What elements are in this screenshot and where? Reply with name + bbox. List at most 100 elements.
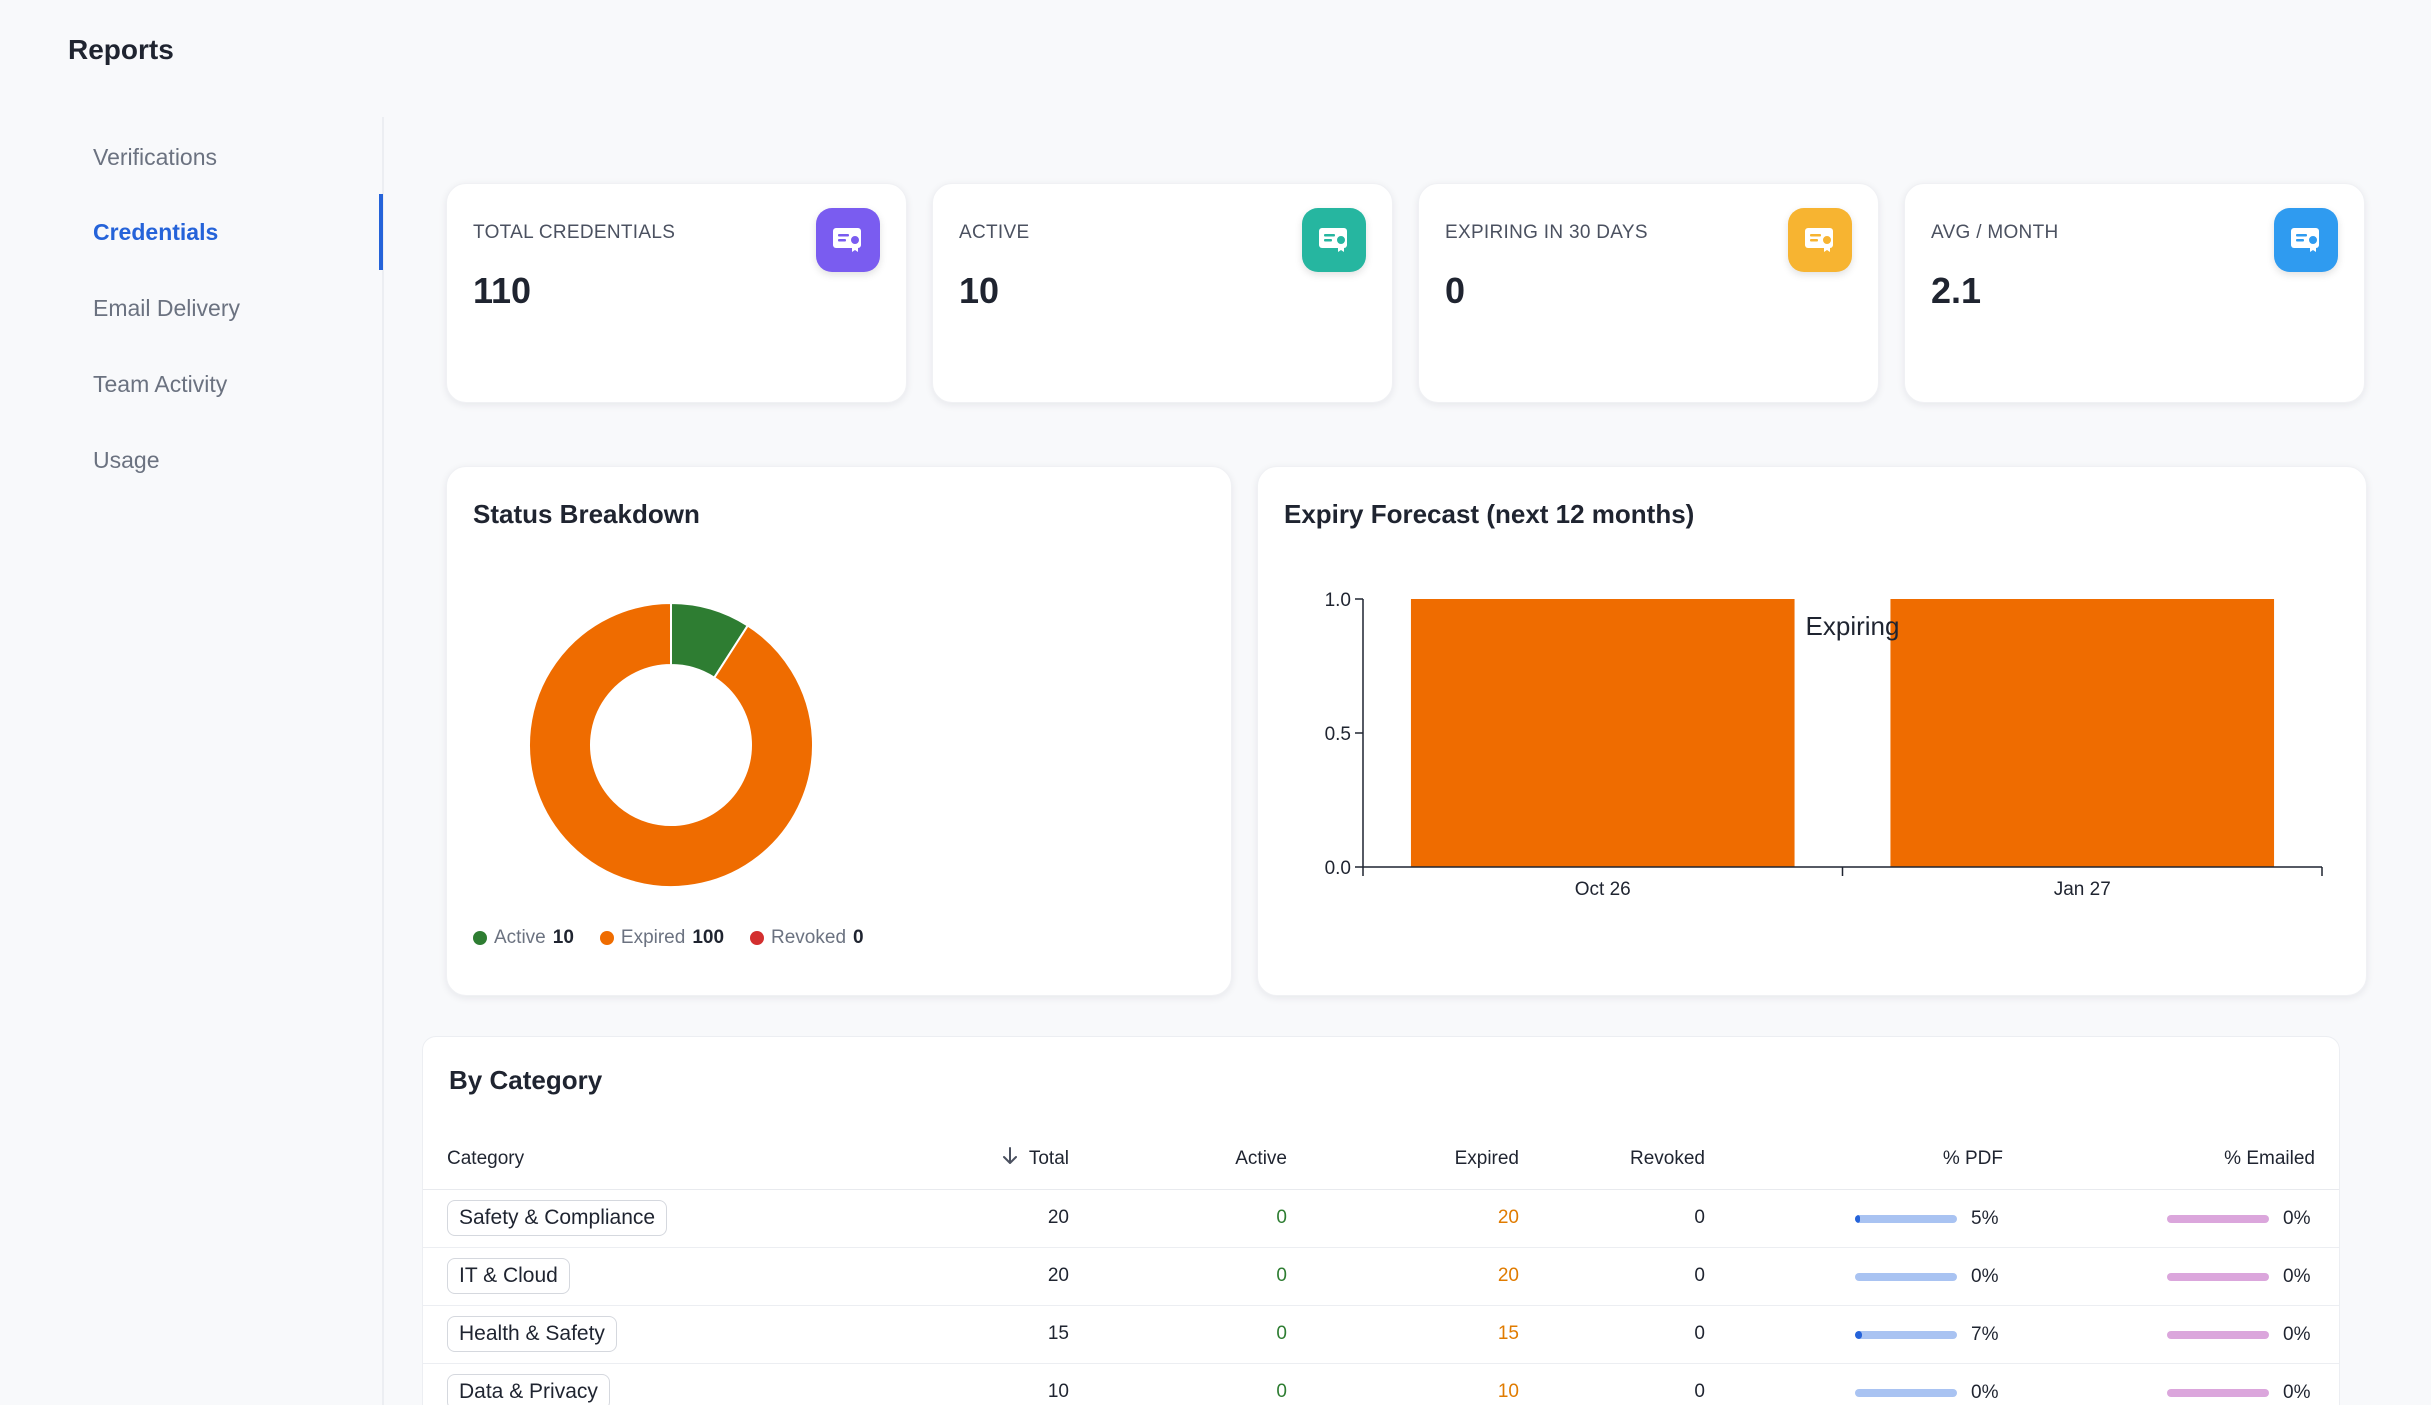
stat-card: AVG / MONTH 2.1: [1904, 183, 2365, 403]
pdf-percent: 7%: [1971, 1323, 1999, 1345]
col-emailed[interactable]: % Emailed: [2027, 1129, 2339, 1190]
legend-item-revoked: Revoked 0: [750, 927, 864, 949]
cell-active: 0: [1093, 1189, 1311, 1248]
pdf-percent: 5%: [1971, 1207, 1999, 1229]
stat-card: ACTIVE 10: [932, 183, 1393, 403]
expiry-forecast-card: Expiry Forecast (next 12 months) Oct 26 J…: [1257, 466, 2367, 996]
pdf-progress-bar: [1855, 1330, 1957, 1339]
sidebar-item-usage[interactable]: Usage: [93, 447, 160, 473]
cell-emailed: 0%: [2027, 1189, 2339, 1248]
certificate-icon: [1302, 208, 1366, 272]
col-pdf[interactable]: % PDF: [1729, 1129, 2027, 1190]
table-header-row: Category Total Active Expired Revoked % …: [423, 1129, 2339, 1190]
col-total-label: Total: [1028, 1147, 1069, 1169]
legend-dot-expired: [599, 931, 614, 945]
emailed-progress-bar: [2167, 1272, 2269, 1281]
cell-category: Data & Privacy: [423, 1363, 803, 1405]
legend-dot-revoked: [750, 931, 765, 945]
col-expired[interactable]: Expired: [1311, 1129, 1543, 1190]
category-tag[interactable]: Data & Privacy: [447, 1374, 610, 1405]
category-tag[interactable]: Safety & Compliance: [447, 1200, 668, 1236]
table-row[interactable]: Data & Privacy 10 0 10 0 0% 0%: [423, 1363, 2339, 1405]
table-row[interactable]: Safety & Compliance 20 0 20 0 5% 0%: [423, 1189, 2339, 1248]
sidebar-item-email-delivery[interactable]: Email Delivery: [93, 295, 240, 321]
legend-label: Expired: [620, 927, 686, 948]
cell-emailed: 0%: [2027, 1363, 2339, 1405]
y-tick-label: 1.0: [1325, 590, 1351, 611]
bar-oct-26[interactable]: [1410, 599, 1795, 867]
pdf-progress-fill: [1855, 1214, 1861, 1223]
y-tick-label: 0.5: [1325, 724, 1351, 745]
legend-count: 0: [853, 927, 864, 948]
donut-slice-expired[interactable]: [528, 601, 814, 888]
col-total[interactable]: Total: [803, 1129, 1093, 1190]
stat-value: 0: [1445, 270, 1466, 311]
status-breakdown-title: Status Breakdown: [473, 499, 700, 529]
stat-value: 2.1: [1931, 270, 1982, 311]
stat-label: EXPIRING IN 30 DAYS: [1445, 222, 1648, 243]
cell-revoked: 0: [1543, 1305, 1729, 1364]
x-tick-label: Jan 27: [2054, 879, 2111, 900]
bar-jan-27[interactable]: [1890, 599, 2275, 867]
stat-card: TOTAL CREDENTIALS 110: [446, 183, 907, 403]
col-active[interactable]: Active: [1093, 1129, 1311, 1190]
stat-value: 10: [959, 270, 1000, 311]
table-row[interactable]: IT & Cloud 20 0 20 0 0% 0%: [423, 1247, 2339, 1306]
emailed-percent: 0%: [2283, 1265, 2311, 1287]
cell-pdf: 7%: [1729, 1305, 2027, 1364]
emailed-progress-bar: [2167, 1330, 2269, 1339]
cell-revoked: 0: [1543, 1189, 1729, 1248]
category-tag[interactable]: IT & Cloud: [447, 1258, 570, 1294]
stat-label: TOTAL CREDENTIALS: [473, 222, 676, 243]
sidebar-item-credentials[interactable]: Credentials: [93, 219, 219, 245]
emailed-percent: 0%: [2283, 1323, 2311, 1345]
page-title: Reports: [68, 34, 174, 65]
expiry-forecast-title: Expiry Forecast (next 12 months): [1284, 499, 1695, 529]
legend-label: Revoked: [771, 927, 847, 948]
y-tick-label: 0.0: [1325, 858, 1351, 879]
cell-category: IT & Cloud: [423, 1247, 803, 1306]
category-tag[interactable]: Health & Safety: [447, 1316, 617, 1352]
stat-card: EXPIRING IN 30 DAYS 0: [1418, 183, 1879, 403]
legend-item-active: Active 10: [473, 927, 574, 949]
cell-expired: 20: [1311, 1189, 1543, 1248]
cell-emailed: 0%: [2027, 1305, 2339, 1364]
legend-label: Active: [494, 927, 546, 948]
cell-expired: 20: [1311, 1247, 1543, 1306]
certificate-icon: [816, 208, 880, 272]
certificate-icon: [1788, 208, 1852, 272]
cell-total: 10: [803, 1363, 1093, 1405]
cell-active: 0: [1093, 1305, 1311, 1364]
col-revoked[interactable]: Revoked: [1543, 1129, 1729, 1190]
emailed-percent: 0%: [2283, 1381, 2311, 1403]
pdf-progress-bar: [1855, 1388, 1957, 1397]
stat-label: AVG / MONTH: [1931, 222, 2059, 243]
active-indicator: [379, 194, 383, 270]
status-breakdown-card: Status Breakdown Active 10 Expired 100 R…: [446, 466, 1232, 996]
cell-revoked: 0: [1543, 1247, 1729, 1306]
emailed-percent: 0%: [2283, 1207, 2311, 1229]
status-donut-chart: [528, 601, 814, 888]
category-table: Category Total Active Expired Revoked % …: [423, 1129, 2339, 1405]
cell-category: Health & Safety: [423, 1305, 803, 1364]
arrow-down-icon: [1001, 1146, 1019, 1172]
legend-count: 100: [692, 927, 725, 948]
cell-active: 0: [1093, 1247, 1311, 1306]
cell-total: 20: [803, 1247, 1093, 1306]
pdf-progress-fill: [1855, 1330, 1863, 1339]
emailed-progress-bar: [2167, 1214, 2269, 1223]
status-legend: Active 10 Expired 100 Revoked 0: [473, 927, 864, 949]
legend-item-expired: Expired 100: [599, 927, 725, 949]
cell-total: 15: [803, 1305, 1093, 1364]
table-row[interactable]: Health & Safety 15 0 15 0 7% 0%: [423, 1305, 2339, 1364]
sidebar-item-verifications[interactable]: Verifications: [93, 144, 218, 170]
cell-pdf: 0%: [1729, 1247, 2027, 1306]
col-category[interactable]: Category: [423, 1129, 803, 1190]
x-tick-label: Oct 26: [1575, 879, 1631, 900]
pdf-percent: 0%: [1971, 1381, 1999, 1403]
cell-expired: 15: [1311, 1305, 1543, 1364]
sidebar: Verifications Credentials Email Delivery…: [0, 117, 384, 1405]
sidebar-item-team-activity[interactable]: Team Activity: [93, 371, 228, 397]
series-label: Expiring: [1806, 611, 1900, 641]
stat-label: ACTIVE: [959, 222, 1030, 243]
